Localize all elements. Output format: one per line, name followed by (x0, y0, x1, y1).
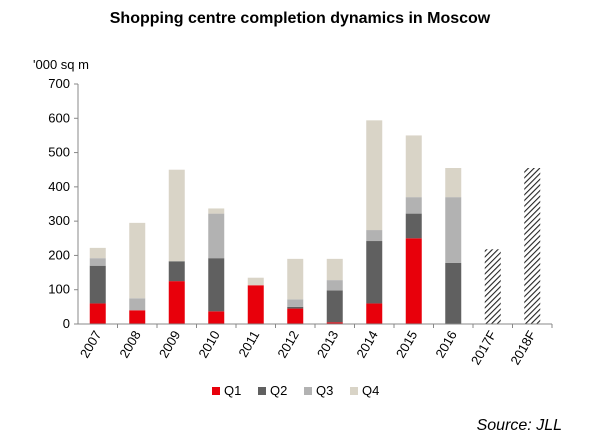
x-tick-label: 2007 (77, 328, 104, 361)
source-note: Source: JLL (476, 417, 562, 434)
x-tick-label: 2011 (235, 328, 262, 360)
legend-swatch-q1 (212, 387, 220, 395)
bar-segment-q3-2016 (445, 197, 462, 263)
bar-segment-q2-2012 (287, 306, 304, 309)
bar-segment-q2-2014 (366, 241, 383, 304)
bar-segment-q1-2014 (366, 303, 383, 324)
bar-forecast-2017f (484, 249, 501, 324)
bar-segment-q2-2015 (405, 213, 422, 239)
x-tick-label: 2016 (432, 328, 459, 361)
x-tick-label: 2018F (507, 328, 538, 367)
x-tick-label: 2008 (116, 328, 143, 361)
bar-segment-q3-2007 (89, 258, 106, 266)
bar-segment-q4-2007 (89, 247, 106, 259)
legend-label-q2: Q2 (270, 383, 287, 398)
bar-segment-q1-2008 (129, 310, 146, 324)
bar-segment-q4-2016 (445, 168, 462, 198)
bar-segment-q4-2015 (405, 135, 422, 198)
y-tick-label: 700 (48, 76, 70, 91)
chart-title: Shopping centre completion dynamics in M… (109, 10, 491, 27)
x-tick-label: 2013 (314, 328, 341, 361)
x-tick-label: 2009 (156, 328, 183, 361)
legend-label-q3: Q3 (316, 383, 333, 398)
y-tick-label: 0 (63, 316, 70, 331)
legend-label-q4: Q4 (362, 383, 379, 398)
x-tick-label: 2010 (195, 328, 222, 361)
bar-segment-q1-2013 (326, 322, 343, 324)
bar-segment-q4-2013 (326, 258, 343, 281)
y-tick-label: 100 (48, 282, 70, 297)
bar-segment-q1-2012 (287, 308, 304, 324)
bar-segment-q3-2008 (129, 298, 146, 311)
bar-segment-q3-2014 (366, 230, 383, 242)
bar-segment-q4-2008 (129, 222, 146, 299)
y-axis-unit-label: '000 sq m (33, 57, 89, 72)
x-tick-label: 2014 (353, 328, 380, 361)
bar-segment-q2-2013 (326, 290, 343, 323)
bar-segment-q4-2014 (366, 120, 383, 231)
bar-segment-q1-2007 (89, 303, 106, 324)
y-tick-label: 600 (48, 110, 70, 125)
x-tick-label: 2017F (468, 328, 499, 367)
bar-segment-q4-2010 (208, 208, 225, 214)
bar-segment-q3-2013 (326, 280, 343, 291)
bar-segment-q2-2007 (89, 265, 106, 304)
x-tick-label: 2012 (274, 328, 301, 361)
bar-segment-q1-2009 (168, 281, 185, 324)
bar-segment-q3-2012 (287, 299, 304, 307)
x-tick-label: 2015 (393, 328, 420, 361)
bar-forecast-2018f (524, 168, 541, 324)
y-tick-label: 300 (48, 213, 70, 228)
legend-label-q1: Q1 (224, 383, 241, 398)
bar-segment-q3-2015 (405, 197, 422, 214)
bar-segment-q4-2012 (287, 258, 304, 300)
bar-segment-q4-2009 (168, 169, 185, 262)
bar-segment-q4-2011 (247, 277, 264, 286)
bar-segment-q1-2010 (208, 311, 225, 324)
legend-swatch-q4 (350, 387, 358, 395)
bar-segment-q1-2011 (247, 285, 264, 324)
bar-segment-q2-2016 (445, 262, 462, 324)
y-tick-label: 500 (48, 145, 70, 160)
bar-segment-q2-2009 (168, 261, 185, 282)
legend-swatch-q3 (304, 387, 312, 395)
bar-segment-q2-2010 (208, 258, 225, 312)
legend-swatch-q2 (258, 387, 266, 395)
bar-segment-q3-2010 (208, 213, 225, 259)
bar-segment-q1-2015 (405, 238, 422, 324)
y-tick-label: 400 (48, 179, 70, 194)
y-tick-label: 200 (48, 247, 70, 262)
